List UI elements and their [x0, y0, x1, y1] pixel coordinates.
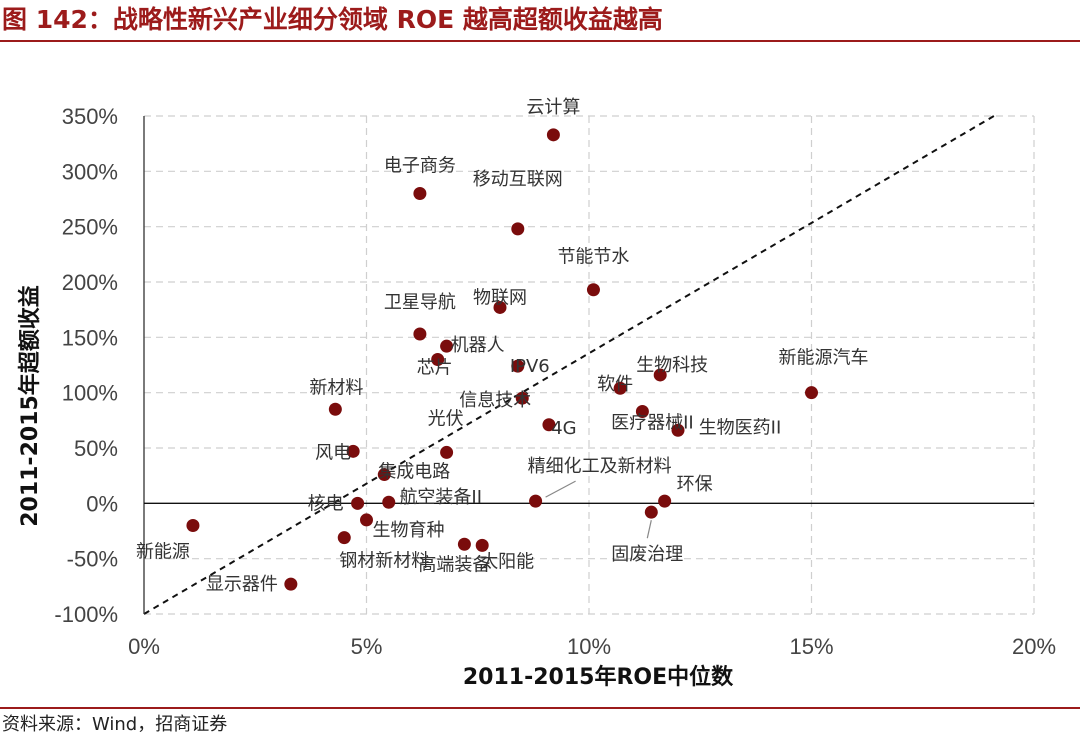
y-tick-label: 150%: [62, 325, 118, 350]
y-tick-label: 100%: [62, 381, 118, 406]
point-label: 移动互联网: [473, 169, 563, 190]
y-tick-label: -50%: [67, 547, 118, 572]
data-point: [440, 445, 454, 459]
y-tick-label: 350%: [62, 104, 118, 129]
point-label: 太阳能: [480, 551, 534, 572]
data-point: [457, 537, 471, 551]
y-axis-title: 2011-2015年超额收益: [17, 285, 43, 527]
data-point: [515, 391, 529, 405]
data-point: [328, 402, 342, 416]
grid: [144, 115, 1035, 615]
x-tick-label: 15%: [789, 634, 833, 659]
data-point: [337, 531, 351, 545]
point-label: 电子商务: [384, 155, 456, 176]
y-tick-label: 0%: [86, 491, 118, 516]
point-label: 生物科技: [636, 355, 708, 376]
point-label: 新材料: [309, 377, 363, 398]
point-label: 集成电路: [378, 462, 450, 483]
x-tick-label: 0%: [128, 634, 160, 659]
data-point: [613, 381, 627, 395]
data-point: [284, 577, 298, 591]
point-label: 生物医药II: [699, 417, 782, 438]
data-point: [440, 339, 454, 353]
x-tick-label: 5%: [351, 634, 383, 659]
figure-title: 图 142：战略性新兴产业细分领域 ROE 越高超额收益越高: [2, 5, 663, 34]
point-label: IPV6: [510, 356, 550, 377]
point-label: 信息技术: [459, 390, 531, 411]
data-point: [653, 368, 667, 382]
data-point: [413, 186, 427, 200]
point-label: 航空装备II: [399, 487, 482, 508]
axes: [143, 116, 1034, 614]
title-divider: [0, 40, 1080, 42]
point-label: 芯片: [417, 357, 453, 378]
point-label: 钢材新材料: [339, 551, 429, 572]
data-point: [511, 359, 525, 373]
data-point: [635, 404, 649, 418]
data-point: [351, 496, 365, 510]
leader-lines: [545, 480, 652, 539]
footer-divider: [0, 707, 1080, 709]
point-label: 4G: [551, 418, 576, 439]
data-point: [658, 494, 672, 508]
data-point: [377, 468, 391, 482]
x-tick-label: 20%: [1012, 634, 1056, 659]
data-point: [644, 505, 658, 519]
point-label: 节能节水: [557, 247, 629, 268]
y-tick-label: 300%: [62, 159, 118, 184]
data-point: [346, 444, 360, 458]
tick-labels: -100% -50% 0% 50% 100% 150% 200% 250% 300% 350% 0%…: [54, 104, 1056, 659]
point-label: 新能源: [136, 541, 190, 562]
data-point: [805, 386, 818, 400]
data-point: [382, 495, 396, 509]
data-point: [546, 128, 560, 142]
point-label: 物联网: [473, 287, 527, 308]
point-label: 核电: [308, 493, 344, 514]
point-label: 风电: [315, 442, 351, 463]
data-point: [511, 222, 525, 236]
data-points: [186, 128, 818, 591]
point-label: 云计算: [526, 97, 580, 118]
source-note: 资料来源：Wind，招商证券: [2, 714, 228, 735]
point-label: 固废治理: [611, 544, 683, 565]
point-label: 软件: [597, 374, 633, 395]
point-label: 机器人: [451, 335, 505, 356]
point-label: 显示器件: [206, 574, 278, 595]
y-tick-label: 200%: [62, 270, 118, 295]
data-point: [586, 283, 600, 297]
leader-line: [545, 480, 576, 498]
point-label: 新能源汽车: [779, 348, 869, 369]
point-label: 生物育种: [373, 520, 445, 541]
x-tick-label: 10%: [567, 634, 611, 659]
point-label: 光伏: [428, 408, 464, 429]
point-label: 环保: [677, 474, 713, 495]
data-point: [186, 518, 200, 532]
point-label: 精细化工及新材料: [528, 456, 672, 477]
data-point: [671, 423, 685, 437]
data-point: [529, 494, 543, 508]
point-label: 医疗器械II: [611, 412, 694, 433]
data-point: [475, 538, 489, 552]
y-tick-label: 50%: [74, 436, 118, 461]
data-point: [431, 352, 445, 366]
point-label: 卫星导航: [384, 292, 456, 313]
data-point: [542, 418, 556, 432]
x-axis-title: 2011-2015年ROE中位数: [463, 664, 734, 690]
leader-line: [646, 520, 652, 539]
data-point: [413, 327, 427, 341]
data-point: [493, 300, 507, 314]
y-tick-label: 250%: [62, 215, 118, 240]
data-point: [360, 513, 373, 527]
point-label: 高端装备: [418, 554, 490, 575]
y-tick-label: -100%: [54, 602, 118, 627]
